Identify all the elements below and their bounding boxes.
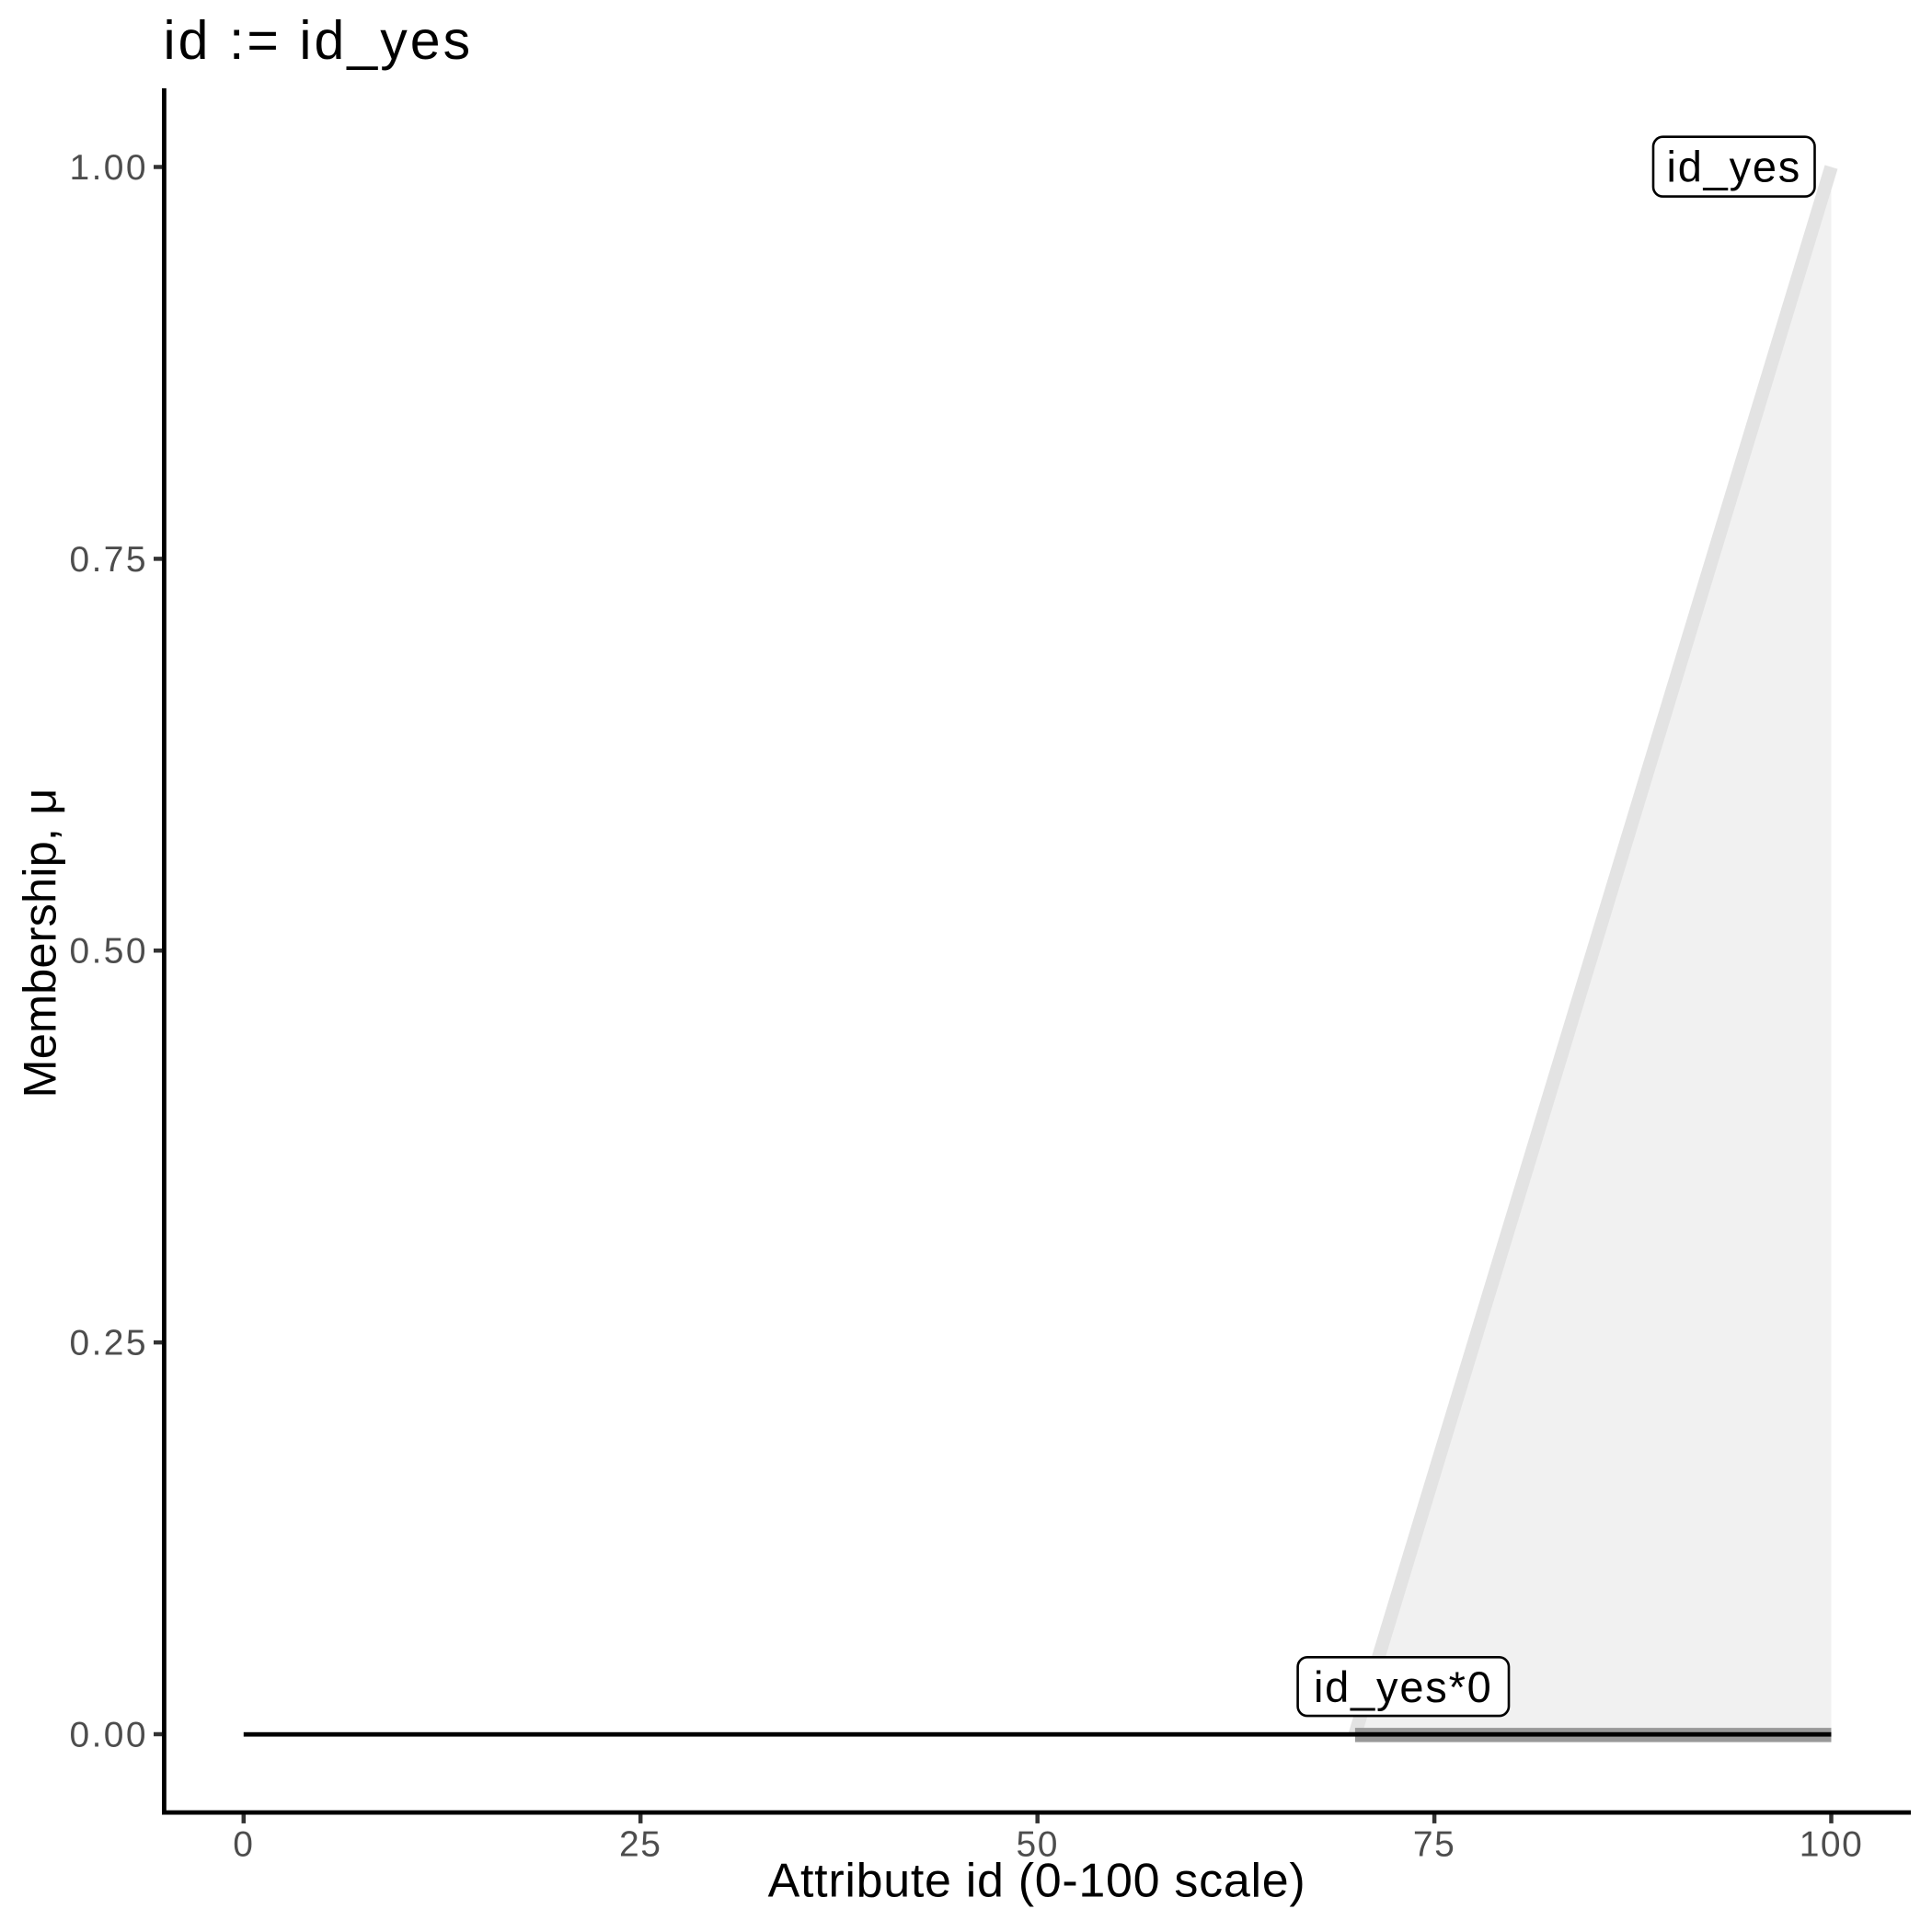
svg-text:id := id_yes: id := id_yes — [164, 10, 474, 71]
svg-text:1.00: 1.00 — [69, 148, 148, 188]
svg-text:0.00: 0.00 — [69, 1715, 148, 1754]
svg-text:Membership, μ: Membership, μ — [14, 788, 66, 1098]
svg-text:100: 100 — [1800, 1825, 1864, 1865]
svg-text:50: 50 — [1017, 1825, 1059, 1865]
svg-text:id_yes*0: id_yes*0 — [1314, 1662, 1493, 1711]
svg-text:id_yes: id_yes — [1666, 142, 1801, 190]
svg-text:0.75: 0.75 — [69, 540, 148, 580]
svg-text:0.50: 0.50 — [69, 932, 148, 972]
svg-text:25: 25 — [619, 1825, 661, 1865]
svg-text:75: 75 — [1413, 1825, 1455, 1865]
svg-text:0: 0 — [233, 1825, 254, 1865]
svg-text:0.25: 0.25 — [69, 1324, 148, 1363]
svg-text:Attribute id (0-100 scale): Attribute id (0-100 scale) — [768, 1855, 1306, 1908]
